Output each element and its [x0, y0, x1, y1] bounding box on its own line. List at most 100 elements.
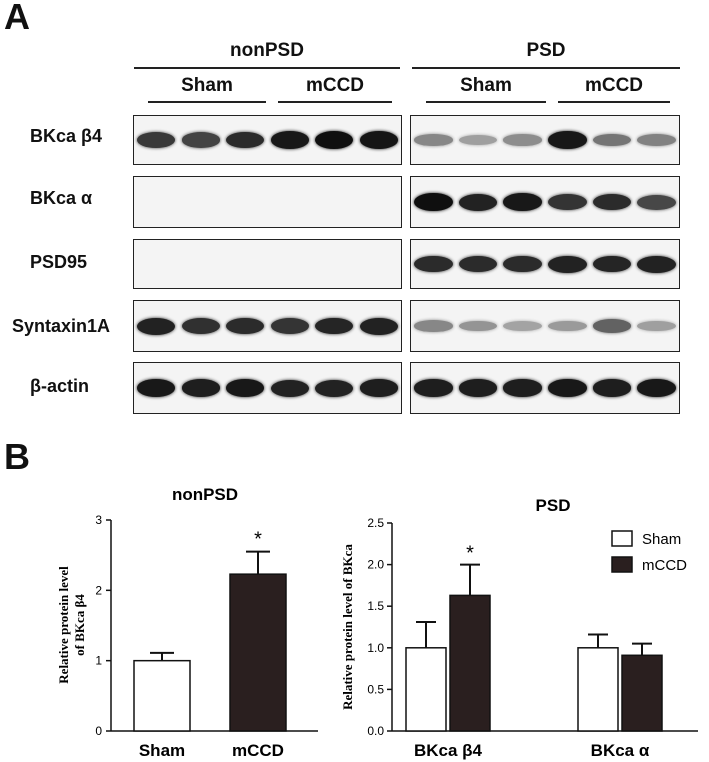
blot-band	[637, 256, 675, 273]
blot-nonpsd-syntaxin1a	[133, 300, 402, 352]
blot-band	[593, 379, 631, 396]
blot-band	[593, 319, 631, 333]
blot-band	[503, 256, 541, 273]
blot-band	[548, 194, 586, 210]
x-tick-label: Sham	[139, 741, 185, 760]
mccd-label-nonpsd: mCCD	[278, 75, 392, 97]
panel-a-letter: A	[4, 0, 30, 38]
blot-band	[503, 379, 541, 396]
blot-band	[414, 379, 452, 396]
blot-psd-beta-actin	[410, 362, 680, 414]
blot-band	[414, 193, 452, 211]
blot-band	[593, 256, 631, 273]
legend-label: mCCD	[642, 557, 687, 574]
sham-label-nonpsd: Sham	[148, 75, 266, 97]
blot-band	[593, 194, 631, 211]
blot-band	[271, 318, 309, 334]
blot-nonpsd-bkca-beta4	[133, 115, 402, 165]
y-tick-label: 3	[95, 513, 102, 527]
blot-nonpsd-beta-actin	[133, 362, 402, 414]
legend-label: Sham	[642, 531, 681, 548]
blot-band	[315, 318, 353, 335]
blot-band	[548, 379, 586, 397]
blot-band	[360, 379, 398, 396]
blot-band	[503, 193, 541, 211]
blot-band	[271, 380, 309, 397]
bar	[406, 648, 446, 731]
y-tick-label: 0.0	[367, 724, 384, 738]
y-axis-label: Relative protein levelof BKca β4	[56, 566, 87, 684]
blot-band	[182, 318, 220, 334]
blot-band	[459, 135, 497, 145]
y-tick-label: 2.5	[367, 516, 384, 530]
blot-band	[315, 380, 353, 397]
y-axis-label: Relative protein level of BKca	[340, 544, 355, 710]
blot-band	[637, 195, 675, 210]
blot-band	[414, 320, 452, 332]
blot-band	[637, 321, 675, 331]
blot-band	[548, 321, 586, 332]
y-tick-label: 1.0	[367, 641, 384, 655]
chart-psd: PSD 0.0 0.5 1.0 1.5 2.0 2.5 Relative protein le…	[330, 470, 709, 762]
bar	[134, 661, 190, 731]
group-line-nonpsd	[134, 67, 400, 69]
blot-band	[637, 134, 675, 146]
row-label-bkca-beta4: BKca β4	[30, 126, 102, 147]
blot-band	[459, 194, 497, 211]
x-tick-label: BKca α	[591, 741, 650, 760]
significance-mark: *	[466, 543, 474, 565]
blot-band	[593, 134, 631, 147]
blot-band	[548, 256, 586, 273]
mccd-label-psd: mCCD	[558, 75, 670, 97]
legend-swatch	[612, 531, 632, 546]
y-tick-label: 2	[95, 583, 102, 597]
blot-band	[226, 379, 264, 397]
blot-band	[315, 131, 353, 149]
blot-band	[503, 321, 541, 331]
blot-band	[360, 318, 398, 335]
blot-band	[271, 131, 309, 149]
blot-band	[503, 134, 541, 145]
blot-band	[182, 132, 220, 147]
blot-band	[637, 379, 675, 397]
chart-nonpsd: nonPSD 0 1 2 3 Relative protein levelof BKca …	[0, 470, 330, 762]
group-line-psd	[412, 67, 680, 69]
legend-swatch	[612, 557, 632, 572]
blot-band	[414, 256, 452, 273]
blot-psd-syntaxin1a	[410, 300, 680, 352]
group-label-psd: PSD	[412, 40, 680, 62]
blot-nonpsd-bkca-alpha	[133, 176, 402, 228]
sham-line-psd	[426, 101, 546, 103]
x-tick-label: BKca β4	[414, 741, 483, 760]
sham-label-psd: Sham	[426, 75, 546, 97]
blot-band	[137, 379, 175, 397]
mccd-line-nonpsd	[278, 101, 392, 103]
sham-line-nonpsd	[148, 101, 266, 103]
blot-psd-bkca-beta4	[410, 115, 680, 165]
blot-band	[226, 318, 264, 335]
y-tick-label: 0.5	[367, 682, 384, 696]
blot-band	[137, 132, 175, 148]
row-label-beta-actin: β-actin	[30, 376, 89, 397]
blot-band	[459, 379, 497, 396]
blot-band	[459, 321, 497, 332]
x-tick-label: mCCD	[232, 741, 284, 760]
row-label-syntaxin1a: Syntaxin1A	[12, 316, 110, 337]
group-label-nonpsd: nonPSD	[134, 40, 400, 62]
row-label-bkca-alpha: BKca α	[30, 188, 92, 209]
y-tick-label: 2.0	[367, 558, 384, 572]
chart-title: nonPSD	[172, 485, 238, 504]
blot-band	[182, 379, 220, 396]
chart-title: PSD	[536, 496, 571, 515]
blot-band	[459, 256, 497, 273]
bar	[230, 574, 286, 731]
significance-mark: *	[254, 529, 262, 551]
bar	[450, 595, 490, 731]
blot-band	[360, 131, 398, 149]
blot-band	[548, 131, 586, 149]
blot-band	[414, 134, 452, 146]
blot-nonpsd-psd95	[133, 239, 402, 289]
bar	[578, 648, 618, 731]
bar	[622, 655, 662, 731]
y-tick-label: 0	[95, 724, 102, 738]
